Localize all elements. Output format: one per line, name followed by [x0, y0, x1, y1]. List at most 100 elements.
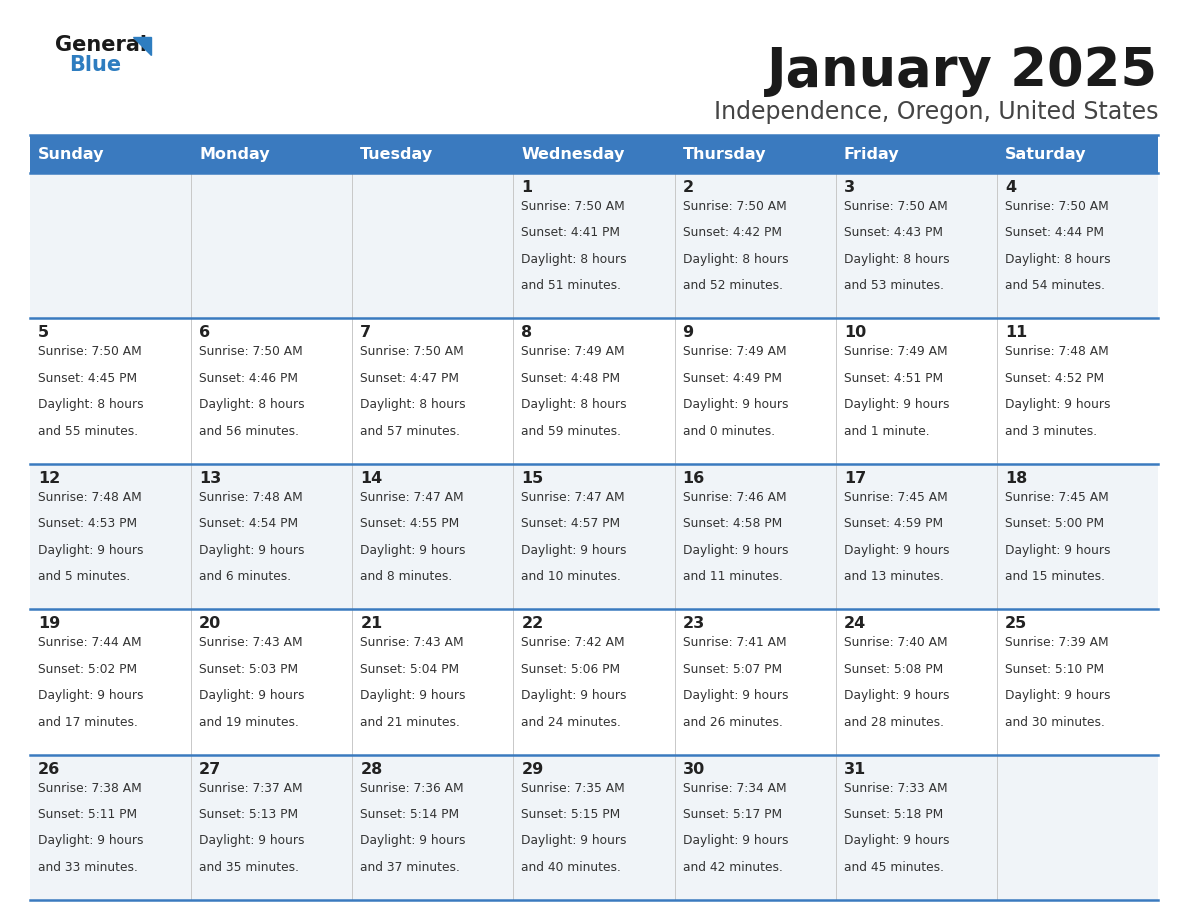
Text: 27: 27 — [200, 762, 221, 777]
Bar — [191, 173, 353, 319]
Text: and 30 minutes.: and 30 minutes. — [1005, 715, 1105, 729]
Text: and 57 minutes.: and 57 minutes. — [360, 425, 460, 438]
Text: Blue: Blue — [69, 55, 121, 75]
Bar — [675, 173, 835, 319]
Text: Sunset: 5:10 PM: Sunset: 5:10 PM — [1005, 663, 1104, 676]
Text: and 59 minutes.: and 59 minutes. — [522, 425, 621, 438]
Text: Sunrise: 7:50 AM: Sunrise: 7:50 AM — [38, 345, 141, 358]
Text: Daylight: 9 hours: Daylight: 9 hours — [522, 689, 627, 702]
Text: Daylight: 8 hours: Daylight: 8 hours — [522, 398, 627, 411]
Text: Sunset: 5:17 PM: Sunset: 5:17 PM — [683, 808, 782, 821]
Text: Daylight: 9 hours: Daylight: 9 hours — [360, 543, 466, 556]
Text: 4: 4 — [1005, 180, 1016, 195]
Text: 25: 25 — [1005, 616, 1028, 632]
Bar — [675, 610, 835, 755]
Text: Sunrise: 7:39 AM: Sunrise: 7:39 AM — [1005, 636, 1108, 649]
Text: Sunset: 4:42 PM: Sunset: 4:42 PM — [683, 227, 782, 240]
Text: 26: 26 — [38, 762, 61, 777]
Text: 5: 5 — [38, 325, 49, 341]
Text: Sunset: 5:02 PM: Sunset: 5:02 PM — [38, 663, 137, 676]
Bar — [675, 135, 835, 173]
Text: and 35 minutes.: and 35 minutes. — [200, 861, 299, 874]
Text: Sunset: 5:06 PM: Sunset: 5:06 PM — [522, 663, 620, 676]
Text: Sunrise: 7:49 AM: Sunrise: 7:49 AM — [522, 345, 625, 358]
Bar — [835, 135, 997, 173]
Bar — [353, 173, 513, 319]
Text: Sunset: 4:45 PM: Sunset: 4:45 PM — [38, 372, 137, 385]
Text: Sunrise: 7:46 AM: Sunrise: 7:46 AM — [683, 491, 786, 504]
Text: Sunset: 4:47 PM: Sunset: 4:47 PM — [360, 372, 460, 385]
Bar — [513, 610, 675, 755]
Text: Sunday: Sunday — [38, 147, 105, 162]
Text: and 5 minutes.: and 5 minutes. — [38, 570, 131, 583]
Text: 10: 10 — [843, 325, 866, 341]
Text: Sunrise: 7:41 AM: Sunrise: 7:41 AM — [683, 636, 786, 649]
Bar — [353, 464, 513, 610]
Text: Sunrise: 7:43 AM: Sunrise: 7:43 AM — [360, 636, 463, 649]
Text: 29: 29 — [522, 762, 544, 777]
Text: Daylight: 9 hours: Daylight: 9 hours — [843, 834, 949, 847]
Text: and 56 minutes.: and 56 minutes. — [200, 425, 299, 438]
Text: Daylight: 9 hours: Daylight: 9 hours — [843, 689, 949, 702]
Text: Daylight: 8 hours: Daylight: 8 hours — [522, 252, 627, 266]
Text: and 21 minutes.: and 21 minutes. — [360, 715, 460, 729]
Text: Sunset: 4:51 PM: Sunset: 4:51 PM — [843, 372, 943, 385]
Text: and 11 minutes.: and 11 minutes. — [683, 570, 783, 583]
Text: Sunrise: 7:49 AM: Sunrise: 7:49 AM — [843, 345, 947, 358]
Text: Daylight: 9 hours: Daylight: 9 hours — [38, 543, 144, 556]
Text: Daylight: 8 hours: Daylight: 8 hours — [200, 398, 305, 411]
Text: and 13 minutes.: and 13 minutes. — [843, 570, 943, 583]
Bar — [835, 464, 997, 610]
Text: 2: 2 — [683, 180, 694, 195]
Bar — [30, 319, 191, 464]
Bar — [835, 755, 997, 900]
Text: Sunset: 5:04 PM: Sunset: 5:04 PM — [360, 663, 460, 676]
Text: and 24 minutes.: and 24 minutes. — [522, 715, 621, 729]
Bar — [835, 173, 997, 319]
Text: Sunrise: 7:43 AM: Sunrise: 7:43 AM — [200, 636, 303, 649]
Text: Sunrise: 7:50 AM: Sunrise: 7:50 AM — [360, 345, 465, 358]
Text: Sunset: 4:54 PM: Sunset: 4:54 PM — [200, 517, 298, 531]
Text: Daylight: 9 hours: Daylight: 9 hours — [522, 543, 627, 556]
Text: 21: 21 — [360, 616, 383, 632]
Bar — [353, 610, 513, 755]
Text: Sunrise: 7:47 AM: Sunrise: 7:47 AM — [360, 491, 463, 504]
Text: January 2025: January 2025 — [767, 45, 1158, 97]
Text: Sunrise: 7:49 AM: Sunrise: 7:49 AM — [683, 345, 786, 358]
Text: and 37 minutes.: and 37 minutes. — [360, 861, 460, 874]
Text: 8: 8 — [522, 325, 532, 341]
Text: Sunrise: 7:36 AM: Sunrise: 7:36 AM — [360, 781, 463, 795]
Text: Sunset: 5:00 PM: Sunset: 5:00 PM — [1005, 517, 1104, 531]
Text: 24: 24 — [843, 616, 866, 632]
Text: and 55 minutes.: and 55 minutes. — [38, 425, 138, 438]
Bar — [191, 755, 353, 900]
Text: Daylight: 9 hours: Daylight: 9 hours — [1005, 689, 1111, 702]
Text: Daylight: 9 hours: Daylight: 9 hours — [360, 834, 466, 847]
Text: Sunset: 4:44 PM: Sunset: 4:44 PM — [1005, 227, 1104, 240]
Text: Sunset: 4:48 PM: Sunset: 4:48 PM — [522, 372, 620, 385]
Text: 28: 28 — [360, 762, 383, 777]
Text: Daylight: 9 hours: Daylight: 9 hours — [200, 834, 304, 847]
Bar — [191, 319, 353, 464]
Bar — [997, 755, 1158, 900]
Text: and 33 minutes.: and 33 minutes. — [38, 861, 138, 874]
Text: Daylight: 9 hours: Daylight: 9 hours — [683, 543, 788, 556]
Text: Sunrise: 7:34 AM: Sunrise: 7:34 AM — [683, 781, 786, 795]
Bar — [997, 173, 1158, 319]
Text: Sunrise: 7:48 AM: Sunrise: 7:48 AM — [1005, 345, 1108, 358]
Text: Sunset: 5:14 PM: Sunset: 5:14 PM — [360, 808, 460, 821]
Bar — [513, 755, 675, 900]
Text: Friday: Friday — [843, 147, 899, 162]
Text: Sunrise: 7:50 AM: Sunrise: 7:50 AM — [200, 345, 303, 358]
Text: and 19 minutes.: and 19 minutes. — [200, 715, 299, 729]
Text: Daylight: 9 hours: Daylight: 9 hours — [1005, 398, 1111, 411]
Bar — [30, 464, 191, 610]
Text: and 54 minutes.: and 54 minutes. — [1005, 279, 1105, 292]
Text: and 1 minute.: and 1 minute. — [843, 425, 929, 438]
Text: and 0 minutes.: and 0 minutes. — [683, 425, 775, 438]
Text: 20: 20 — [200, 616, 221, 632]
Text: Sunset: 4:52 PM: Sunset: 4:52 PM — [1005, 372, 1104, 385]
Text: 9: 9 — [683, 325, 694, 341]
Bar — [675, 464, 835, 610]
Text: Daylight: 9 hours: Daylight: 9 hours — [38, 689, 144, 702]
